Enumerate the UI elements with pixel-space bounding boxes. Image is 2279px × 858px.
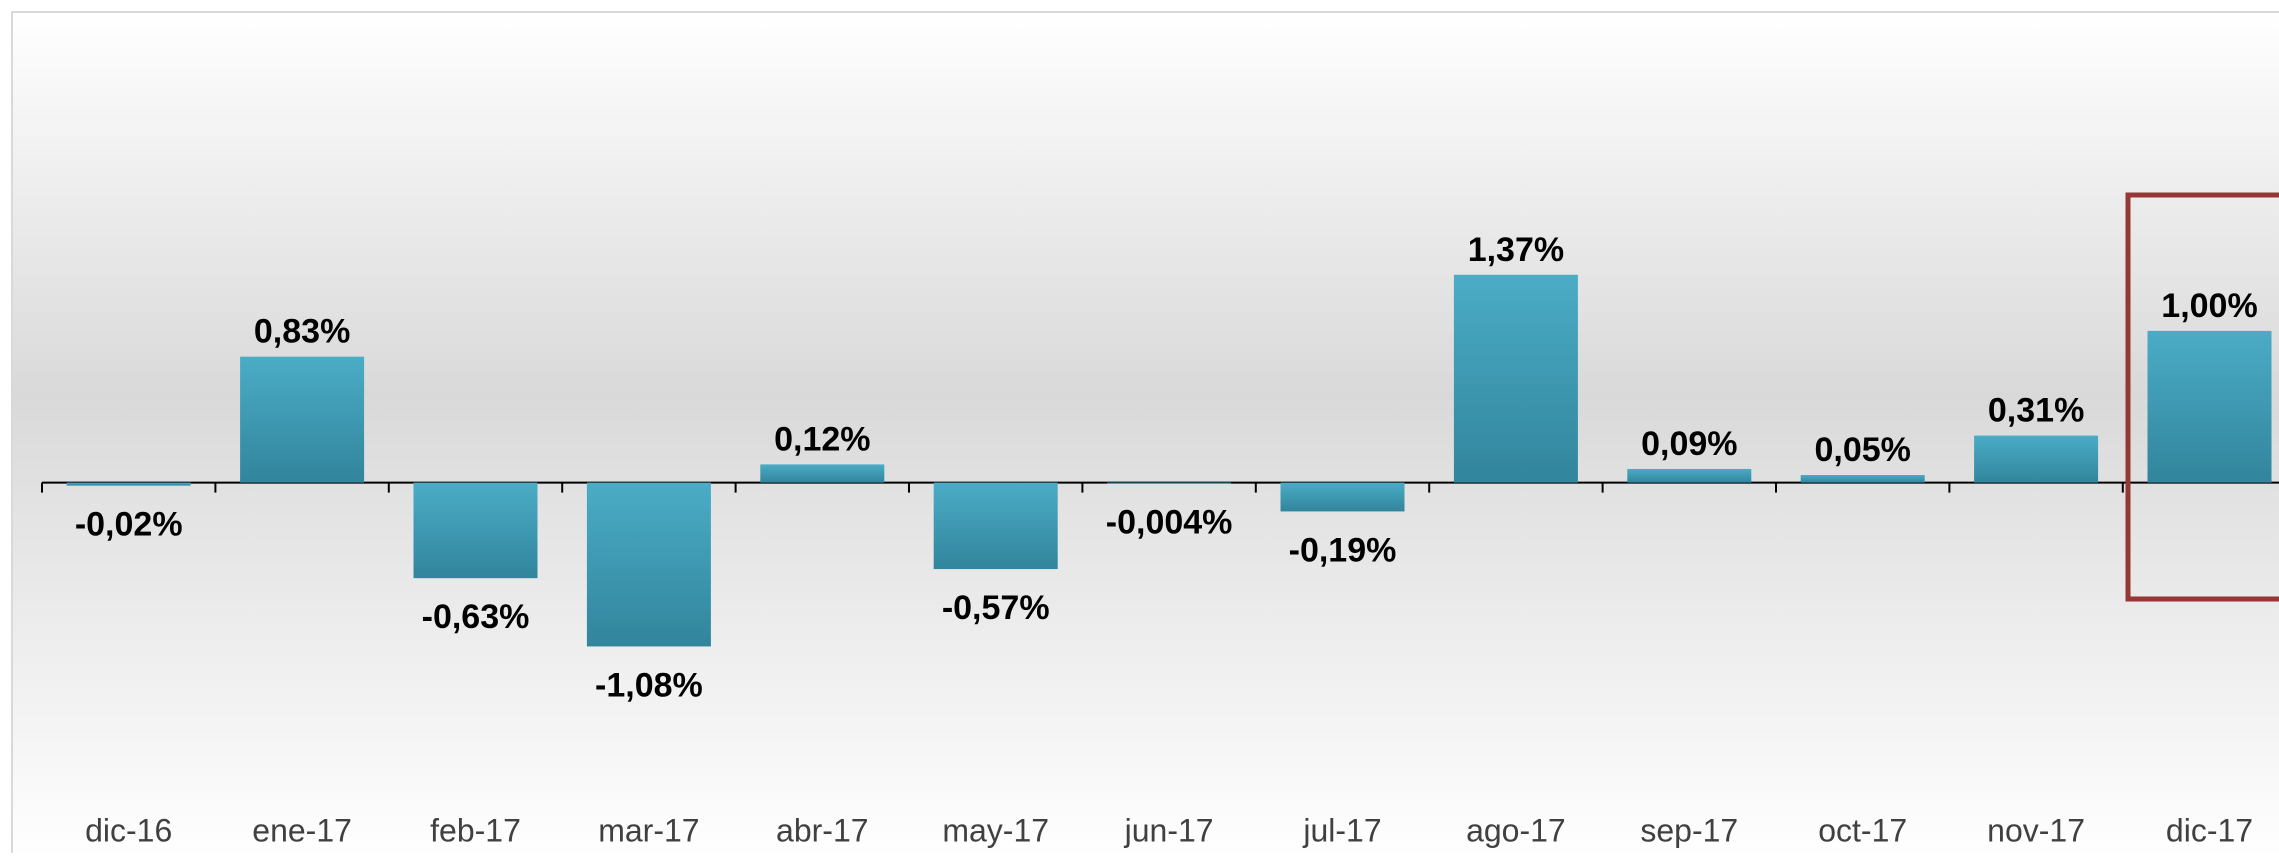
bar [586,482,711,647]
plot-area [11,11,2279,858]
bar [66,482,191,486]
value-label: 0,09% [1641,425,1737,463]
value-label: 1,37% [1468,231,1564,269]
bar [760,464,885,483]
value-label: -0,02% [75,506,183,544]
x-tick-label: sep-17 [1640,812,1738,848]
x-tick-label: ene-17 [252,812,352,848]
bar [1280,482,1405,512]
x-tick-label: dic-16 [85,812,172,848]
bar [1107,482,1232,484]
bar [1800,475,1925,483]
bar [933,482,1058,570]
value-label: -0,63% [422,598,530,636]
value-label: -1,08% [595,666,703,704]
x-tick-label: jun-17 [1124,812,1214,848]
bar [1627,468,1752,483]
x-tick-label: oct-17 [1818,812,1907,848]
bar [1453,274,1578,483]
value-label: 0,31% [1988,392,2084,430]
bar [1974,435,2099,483]
x-tick-label: nov-17 [1987,812,2085,848]
x-tick-label: may-17 [942,812,1049,848]
value-label: 1,00% [2161,287,2257,325]
x-tick-label: jul-17 [1302,812,1381,848]
bar [2147,330,2272,483]
highlight-box [2125,192,2279,602]
x-tick-label: ago-17 [1466,812,1566,848]
bar [240,356,365,483]
value-label: 0,12% [774,420,870,458]
x-tick-label: feb-17 [430,812,521,848]
value-label: 0,05% [1814,431,1910,469]
bar [413,482,538,579]
x-tick-label: mar-17 [598,812,699,848]
value-label: -0,004% [1106,504,1233,542]
value-label: -0,19% [1289,531,1397,569]
x-tick-label: dic-17 [2166,812,2253,848]
value-label: 0,83% [254,313,350,351]
x-tick-label: abr-17 [776,812,869,848]
value-label: -0,57% [942,589,1050,627]
